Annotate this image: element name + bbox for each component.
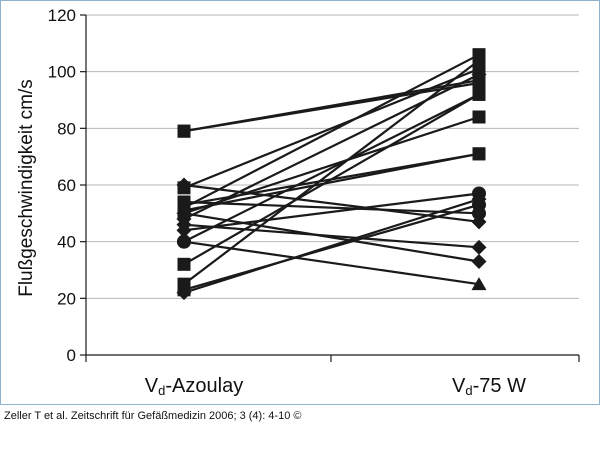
grid-lines [86,14,579,299]
data-point [177,234,191,249]
data-point [471,191,487,207]
series-line [183,198,480,294]
data-point [472,53,486,67]
y-tick-label: 80 [57,119,76,138]
data-point [471,67,487,82]
y-axis-title: Flußgeschwindigkeit cm/s [16,79,37,297]
y-tick-label: 120 [48,6,76,25]
series-line [183,53,480,209]
axes [80,14,580,362]
y-tick-label: 100 [48,63,76,82]
series-line [183,200,480,215]
x-category-label: Vd-75 W [452,375,526,398]
data-point [471,254,487,269]
series-line [183,81,480,133]
y-tick-label: 40 [57,233,76,252]
y-tick-label: 0 [67,346,76,365]
series-line [183,212,480,263]
series-markers [176,48,487,301]
series-line [183,223,480,249]
series-line [183,240,480,286]
figure-panel: 0 20 40 60 80 100 120 Flußgeschwindigkeit cm/s V… [0,0,600,405]
data-point [472,147,486,161]
series-line [183,67,480,189]
series-line [183,192,480,232]
figure-caption: Zeller T et al. Zeitschrift für Gefäßmed… [4,410,302,422]
data-point [177,181,191,195]
data-point [472,87,486,101]
data-point [176,285,192,301]
series-line [183,93,480,243]
data-point [472,76,486,90]
data-point [176,222,192,238]
data-point [472,110,486,124]
series-line [183,93,480,266]
x-category-label: Vd-Azoulay [145,375,243,398]
data-point [471,277,487,291]
series-line [183,203,480,291]
axis-labels: 0 20 40 60 80 100 120 Flußgeschwindigkeit cm/s V… [16,6,526,398]
chart: 0 20 40 60 80 100 120 Flußgeschwindigkeit cm/s V… [16,6,580,398]
data-point [177,124,191,138]
series-line [183,115,480,215]
series-line [183,59,480,286]
series-line [183,73,480,220]
y-tick-label: 20 [57,289,76,308]
data-point [177,257,191,271]
series-lines [183,53,480,294]
y-tick-label: 60 [57,176,76,195]
data-point [471,239,487,255]
series-line [183,152,480,212]
